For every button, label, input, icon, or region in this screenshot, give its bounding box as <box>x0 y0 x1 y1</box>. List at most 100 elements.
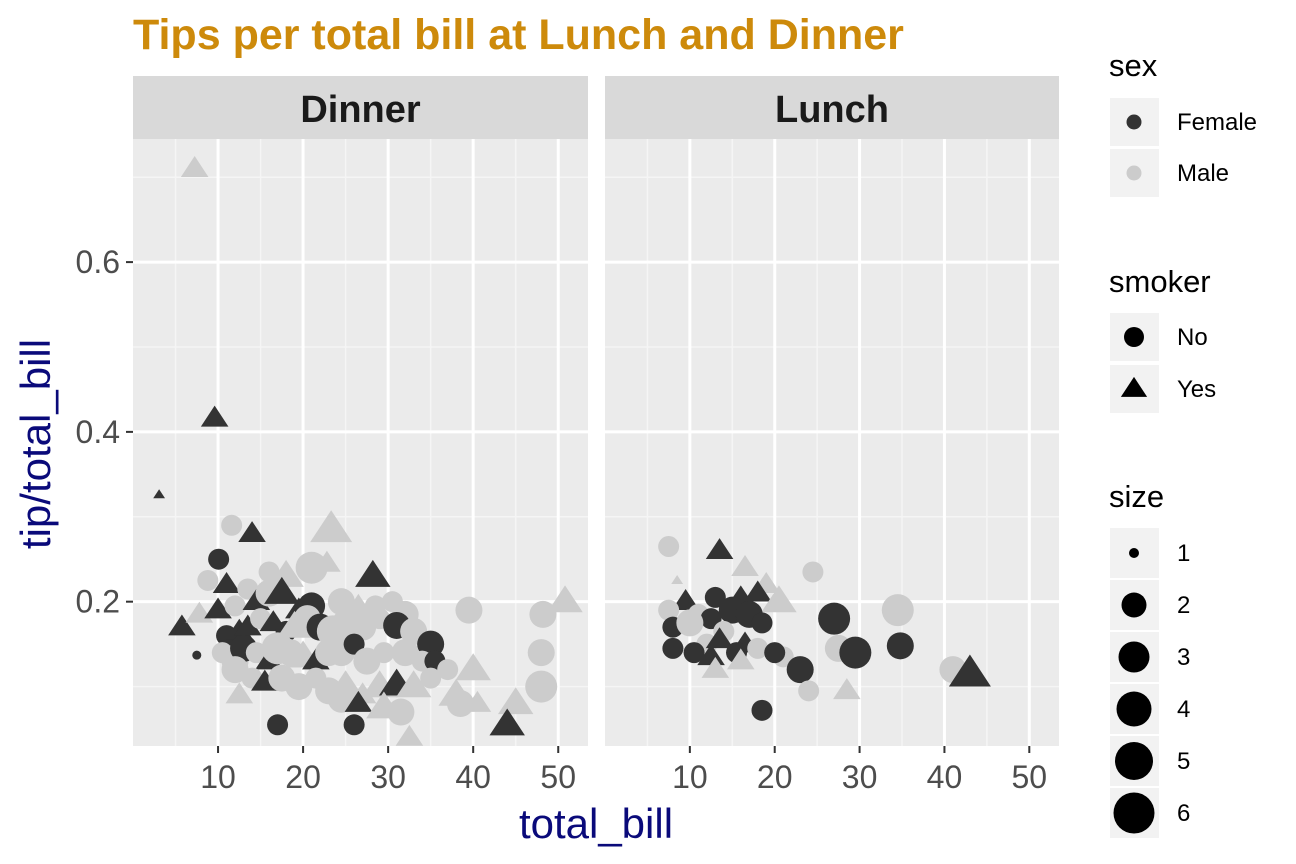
legend-swatch <box>1124 327 1144 347</box>
legend-swatch <box>1116 691 1152 727</box>
data-point <box>547 585 583 613</box>
data-point <box>529 600 557 628</box>
legend-label: 3 <box>1177 644 1190 671</box>
legend-swatch <box>1121 592 1147 618</box>
y-tick-label: 0.4 <box>76 414 120 450</box>
data-point <box>238 521 266 543</box>
data-point <box>295 551 328 584</box>
data-point <box>497 687 534 715</box>
data-point <box>168 614 196 636</box>
x-tick-label: 30 <box>370 759 406 795</box>
legend-swatch <box>1129 548 1139 558</box>
data-point <box>658 599 680 621</box>
legend-swatch <box>1118 641 1150 673</box>
data-point <box>818 602 851 635</box>
data-point <box>192 650 202 660</box>
data-point <box>671 575 684 584</box>
facet-strip <box>133 76 588 139</box>
data-point <box>245 642 267 664</box>
data-point <box>395 670 432 698</box>
data-point <box>234 614 262 636</box>
data-point <box>224 595 246 617</box>
data-point <box>200 405 229 427</box>
data-point <box>420 667 442 689</box>
data-point <box>525 670 558 703</box>
data-point <box>344 690 373 712</box>
legend-label: 5 <box>1177 748 1190 775</box>
data-point <box>527 639 555 667</box>
data-point <box>886 632 914 660</box>
data-point <box>833 678 861 700</box>
data-point <box>683 642 705 664</box>
data-point <box>676 609 704 637</box>
data-point <box>327 588 355 616</box>
data-point <box>180 156 209 177</box>
facet-strip <box>605 76 1059 139</box>
legend-title-sex: sex <box>1109 48 1158 83</box>
data-point <box>802 561 824 583</box>
data-point <box>701 656 730 678</box>
x-axis-title: total_bill <box>519 800 673 847</box>
data-point <box>705 538 734 560</box>
data-point <box>310 510 353 543</box>
data-point <box>489 708 525 736</box>
data-point <box>751 612 773 634</box>
legend-label: 4 <box>1177 696 1190 723</box>
facet-panels: Dinner Lunch <box>133 76 1059 746</box>
data-point <box>355 559 391 587</box>
legend-title-size: size <box>1109 479 1164 514</box>
x-tick-label: 10 <box>200 759 236 795</box>
data-point <box>743 580 772 602</box>
data-point <box>212 572 241 593</box>
facet-panel-lunch: Lunch <box>605 76 1059 746</box>
data-point <box>373 642 395 664</box>
legend-swatch <box>1126 114 1142 130</box>
data-point <box>204 597 232 619</box>
data-point <box>798 680 820 702</box>
data-point <box>225 682 254 704</box>
legend-swatch <box>1120 376 1148 397</box>
legend-swatch <box>1126 165 1142 181</box>
data-point <box>704 586 726 608</box>
legend-label: Male <box>1177 160 1229 187</box>
legend: sex Female Male smoker No Yes size 1 2 3 4 5 6 <box>1109 48 1257 838</box>
facet-strip-label: Dinner <box>300 89 421 131</box>
x-tick-label: 40 <box>927 759 963 795</box>
data-point <box>705 627 734 649</box>
x-tick-label: 20 <box>757 759 793 795</box>
legend-label: 2 <box>1177 592 1190 619</box>
data-point <box>662 637 684 659</box>
y-axis-title: tip/total_bill <box>12 339 59 549</box>
legend-label: Female <box>1177 109 1257 136</box>
legend-label: No <box>1177 324 1208 351</box>
facet-strip-label: Lunch <box>775 89 889 131</box>
data-point <box>267 714 289 736</box>
data-point <box>764 642 786 664</box>
data-point <box>700 608 722 630</box>
data-point <box>343 714 365 736</box>
data-point <box>455 653 491 681</box>
data-point <box>313 550 341 572</box>
data-point <box>343 633 365 655</box>
data-point <box>437 659 459 681</box>
data-point <box>327 685 355 713</box>
x-axis: 10 20 30 40 50 10 20 30 40 50 <box>200 746 1047 795</box>
data-points <box>658 535 991 721</box>
legend-label: 1 <box>1177 540 1190 567</box>
legend-swatch <box>1115 742 1153 780</box>
legend-swatch <box>1113 792 1155 834</box>
data-point <box>726 648 755 670</box>
data-point <box>761 585 797 613</box>
data-point <box>264 576 300 604</box>
legend-label: 6 <box>1177 800 1190 827</box>
data-point <box>881 594 914 627</box>
data-point <box>747 637 769 659</box>
y-tick-label: 0.2 <box>76 584 120 620</box>
data-point <box>197 569 219 591</box>
data-point <box>455 596 483 624</box>
x-tick-label: 20 <box>285 759 321 795</box>
y-axis: 0.2 0.4 0.6 <box>76 244 133 620</box>
x-tick-label: 30 <box>842 759 878 795</box>
data-point <box>839 636 872 669</box>
